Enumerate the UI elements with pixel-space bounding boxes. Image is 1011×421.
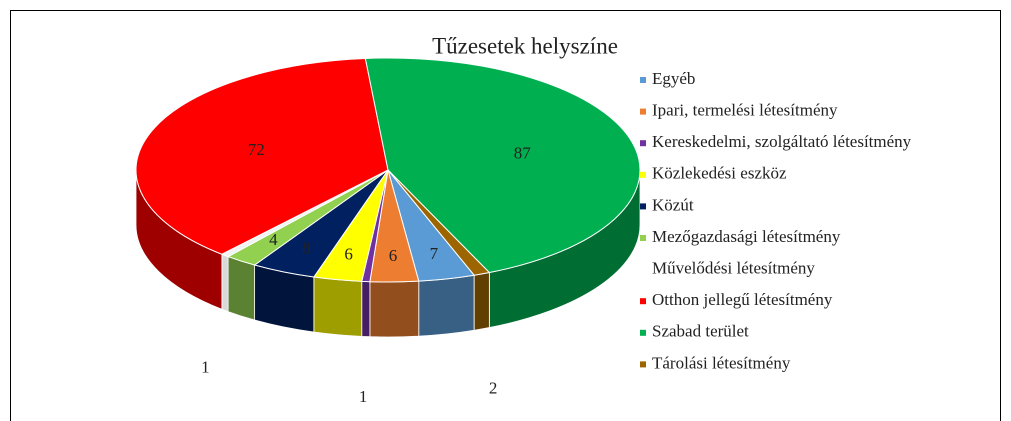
slice-side [227,255,256,321]
data-label: 8 [302,238,311,257]
legend-marker [640,235,646,241]
slice [364,57,641,274]
data-label: 6 [389,246,398,265]
legend-marker [640,329,646,336]
legend-label: Ipari, termelési létesítmény [652,101,838,120]
slice-side [221,253,229,313]
legend-label: Művelődési létesítmény [652,259,815,278]
data-label: 1 [201,358,210,377]
data-label: 6 [344,244,353,263]
data-label: 4 [269,230,278,249]
legend-marker [640,203,646,210]
legend-marker [640,171,646,178]
legend-marker [640,77,646,83]
data-label: 87 [514,144,532,163]
slice-side [313,276,363,337]
legend-marker [640,140,646,147]
slice-side [418,274,475,337]
slice-side [473,272,490,331]
data-label: 1 [359,387,368,406]
legend-label: Kereskedelmi, szolgáltató létesítmény [652,132,912,151]
chart-title: Tűzesetek helyszíne [432,33,618,58]
data-label: 7 [430,244,439,263]
data-label: 2 [489,378,498,397]
legend-marker [640,266,646,273]
legend-marker [640,108,646,115]
slice-side [369,280,420,338]
slice [387,169,491,276]
legend-marker [640,361,646,368]
slice [135,57,389,255]
legend-label: Közút [652,195,694,214]
legend-label: Közlekedési eszköz [652,164,787,183]
legend-label: Mezőgazdasági létesítmény [652,227,841,246]
legend-label: Tárolási létesítmény [652,353,791,372]
slice-side [361,280,371,338]
legend-label: Otthon jellegű létesítmény [652,290,833,309]
legend-label: Szabad terület [652,322,749,341]
legend-marker [640,298,646,305]
legend-label: Egyéb [652,69,695,88]
data-label: 72 [248,140,265,159]
